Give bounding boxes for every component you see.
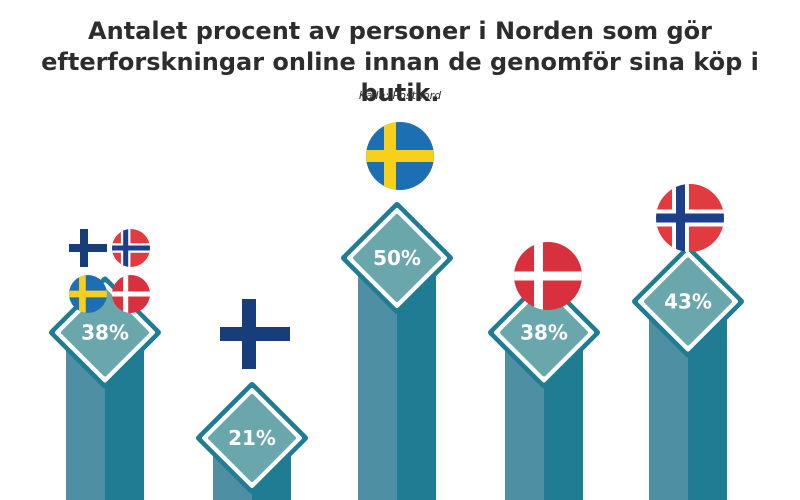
title-line-2: efterforskningar online innan de genomfö… bbox=[41, 48, 759, 107]
chart-title: Antalet procent av personer i Norden som… bbox=[0, 16, 800, 109]
bar-norden: 38% bbox=[49, 276, 161, 500]
value-label: 38% bbox=[520, 320, 568, 344]
value-label: 43% bbox=[664, 289, 712, 313]
value-label: 38% bbox=[81, 320, 129, 344]
sweden-flag-icon bbox=[69, 275, 107, 313]
value-label: 21% bbox=[228, 426, 276, 450]
value-diamond bbox=[353, 214, 441, 302]
finland-flag-icon bbox=[220, 299, 290, 369]
value-diamond bbox=[500, 288, 588, 377]
norway-flag-icon bbox=[112, 229, 150, 267]
value-diamond bbox=[644, 257, 732, 346]
sweden-flag-icon bbox=[366, 122, 434, 190]
bar-norge: 43% bbox=[632, 245, 744, 500]
denmark-flag-icon bbox=[514, 242, 582, 310]
bar-danmark: 38% bbox=[488, 276, 600, 500]
chart-source: Källa: Postnord bbox=[358, 89, 442, 102]
finland-flag-icon bbox=[69, 229, 107, 267]
norway-flag-icon bbox=[656, 184, 724, 252]
title-line-1: Antalet procent av personer i Norden som… bbox=[88, 17, 712, 45]
value-diamond bbox=[208, 394, 296, 482]
bar-finland: 21% bbox=[196, 382, 308, 500]
value-label: 50% bbox=[373, 246, 421, 270]
denmark-flag-icon bbox=[112, 275, 150, 313]
bar-sverige: 50% bbox=[341, 202, 453, 500]
